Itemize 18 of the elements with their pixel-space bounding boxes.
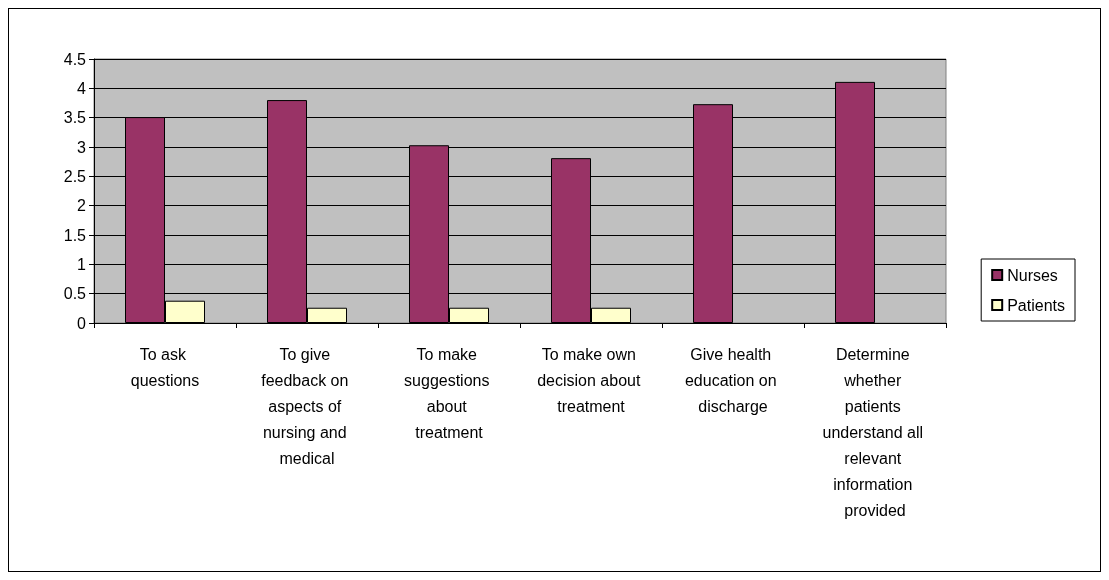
y-tick-label: 1.5 bbox=[63, 226, 87, 244]
y-tick-label: 3.5 bbox=[63, 109, 87, 127]
y-tick-label: 0 bbox=[77, 314, 87, 332]
y-tick-label: 2 bbox=[77, 197, 87, 215]
y-tick-label: 4 bbox=[77, 79, 87, 97]
legend-label: Patients bbox=[1007, 296, 1065, 314]
x-tick-label: Determine whether patients understand all relevant information provided bbox=[822, 345, 928, 519]
x-tick-label: Give health education on discharge bbox=[684, 345, 782, 415]
y-tick-label: 3 bbox=[77, 138, 87, 156]
x-tick-label: To make suggestions about treatment bbox=[404, 345, 494, 441]
x-tick-label: To ask questions bbox=[130, 345, 200, 389]
y-tick-label: 0.5 bbox=[63, 285, 87, 303]
x-tick-label: To give feedback on aspects of nursing and medical bbox=[261, 345, 353, 467]
y-tick-label: 2.5 bbox=[63, 167, 87, 185]
legend-label: Nurses bbox=[1007, 266, 1058, 284]
y-tick-label: 1 bbox=[77, 255, 87, 273]
y-tick-label: 4.5 bbox=[63, 50, 87, 68]
x-tick-label: To make own decision about treatment bbox=[537, 345, 645, 415]
